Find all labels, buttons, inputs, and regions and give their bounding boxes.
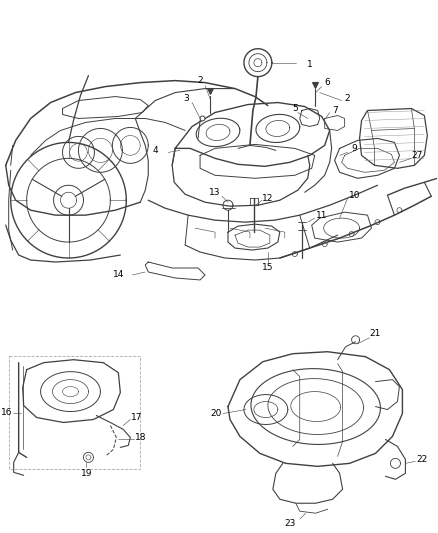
Text: 2: 2 (345, 94, 350, 103)
Text: 10: 10 (349, 191, 360, 200)
Text: 9: 9 (352, 144, 357, 153)
Text: 13: 13 (209, 188, 221, 197)
Text: 23: 23 (284, 519, 296, 528)
Text: 21: 21 (370, 329, 381, 338)
Text: 4: 4 (152, 146, 158, 155)
Text: 6: 6 (325, 78, 331, 87)
Text: 12: 12 (262, 193, 274, 203)
Text: 19: 19 (81, 469, 92, 478)
Text: 17: 17 (131, 413, 142, 422)
Text: 2: 2 (197, 76, 203, 85)
Text: 3: 3 (183, 94, 189, 103)
Text: 11: 11 (316, 211, 328, 220)
Text: 20: 20 (210, 409, 222, 418)
Text: 16: 16 (1, 408, 12, 417)
Text: 1: 1 (307, 60, 313, 69)
Text: 15: 15 (262, 263, 274, 272)
Text: 7: 7 (332, 106, 338, 115)
Text: 27: 27 (412, 151, 423, 160)
Text: 22: 22 (417, 455, 428, 464)
Text: 18: 18 (134, 433, 146, 442)
Text: 14: 14 (113, 270, 124, 279)
Text: 5: 5 (292, 104, 298, 113)
